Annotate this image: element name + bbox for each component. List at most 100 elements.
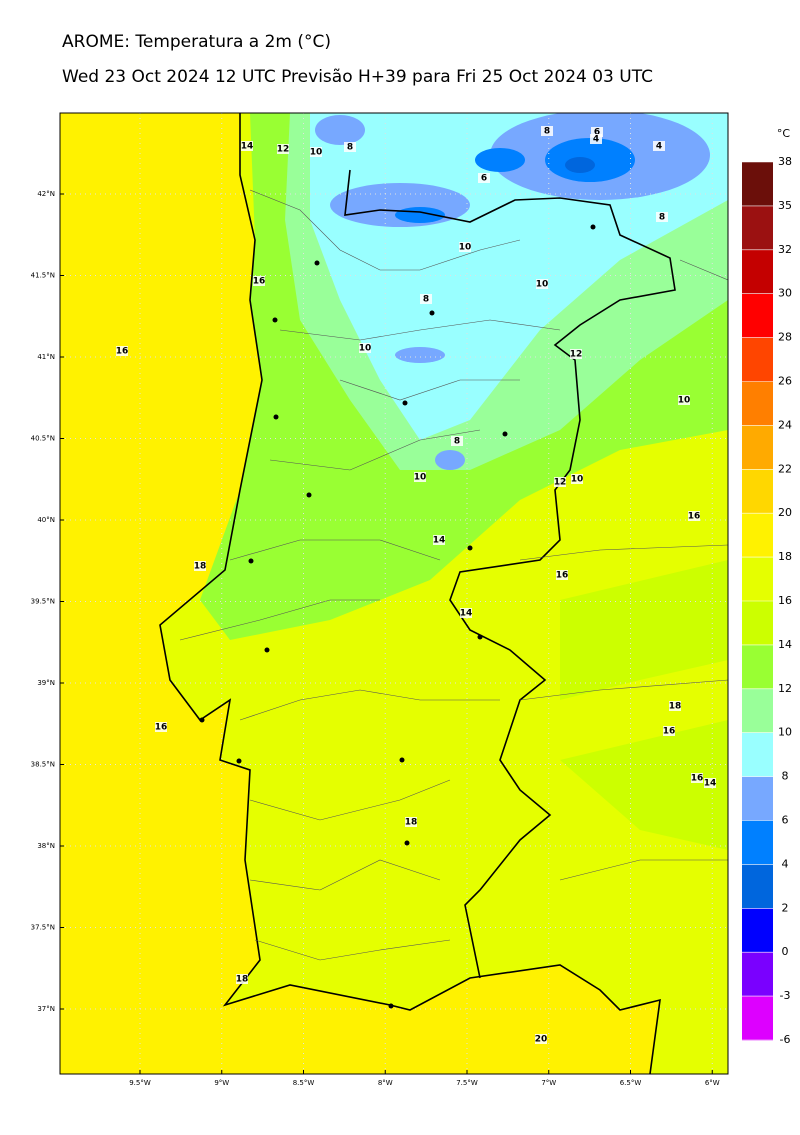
colorbar-label: 8 [782, 770, 789, 783]
contour-label-bg [414, 472, 426, 482]
contour-label-bg [344, 142, 356, 152]
contour-label-bg [669, 701, 681, 711]
lat-label: 41°N [37, 353, 55, 361]
colorbar-segment [742, 425, 773, 470]
colorbar-segment [742, 688, 773, 734]
contour-label-bg [405, 817, 417, 827]
contour-label-bg [451, 436, 463, 446]
contour-label: 12 [570, 350, 583, 360]
contour-label: 10 [459, 243, 472, 253]
contour-label: 16 [116, 347, 129, 357]
contour-label: 14 [704, 779, 717, 789]
colorbar-segment [742, 644, 773, 690]
colorbar-segment [742, 513, 773, 558]
contour-label: 6 [481, 174, 487, 184]
contour-label-bg [571, 474, 583, 484]
contour-label: 18 [194, 562, 207, 572]
map-frame [59, 112, 729, 1075]
colorbar-segment [742, 381, 773, 426]
contour-label-bg [556, 570, 568, 580]
lat-label: 39°N [37, 679, 55, 687]
colorbar-label: 24 [778, 418, 792, 431]
lon-label: 8°W [378, 1079, 393, 1087]
contour-label: 8 [423, 295, 429, 305]
contour-label-bg [691, 773, 703, 783]
contour-label: 10 [414, 473, 427, 483]
contour-label: 12 [277, 145, 290, 155]
axes: 42°N 41.5°N 41°N 40.5°N 40°N 39.5°N 39°N 38.5°N… [31, 190, 720, 1087]
contour-label-bg [688, 511, 700, 521]
contour-label: 14 [460, 609, 473, 619]
contour-label: 10 [536, 280, 549, 290]
contour-label: 10 [678, 396, 691, 406]
colorbar-segment [742, 337, 773, 382]
contour-label: 16 [253, 277, 266, 287]
lat-label: 41.5°N [31, 272, 55, 280]
lat-label: 40.5°N [31, 435, 55, 443]
lat-label: 38°N [37, 842, 55, 850]
colorbar-label: 35 [778, 199, 792, 212]
colorbar-segment [742, 293, 773, 339]
colorbar-segment [742, 864, 773, 909]
contour-label-bg [678, 395, 690, 405]
colorbar-label: 32 [778, 243, 792, 256]
contour-label: 12 [554, 478, 567, 488]
colorbar-label: 12 [778, 682, 792, 695]
contour-label-bg [554, 477, 566, 487]
colorbar-segment [742, 601, 773, 646]
colorbar-label: 18 [778, 550, 792, 563]
colorbar-segment [742, 952, 773, 997]
contour-label-bg [459, 242, 471, 252]
contour-label-bg [236, 974, 248, 984]
lat-label: 39.5°N [31, 598, 55, 606]
title: AROME: Temperatura a 2m (°C) [62, 32, 331, 52]
colorbar-label: -6 [780, 1033, 791, 1046]
colorbar-segment [742, 469, 773, 514]
contour-label: 8 [454, 437, 460, 447]
lat-label: 38.5°N [31, 761, 55, 769]
contour-label: 8 [544, 127, 550, 137]
colorbar-label: 26 [778, 375, 792, 388]
lon-label: 9.5°W [129, 1079, 151, 1087]
colorbar-label: 10 [778, 726, 792, 739]
contour-label: 4 [593, 135, 599, 145]
contour-label-bg [310, 147, 322, 157]
colorbar-segment [742, 820, 773, 865]
lat-label: 40°N [37, 516, 55, 524]
colorbar-label: 14 [778, 638, 792, 651]
colorbar-label: 38 [778, 155, 792, 168]
lon-label: 6°W [705, 1079, 720, 1087]
contour-label: 4 [656, 142, 662, 152]
lon-label: 9°W [214, 1079, 229, 1087]
contour-label: 10 [571, 475, 584, 485]
contour-label: 18 [669, 702, 682, 712]
contour-label: 16 [556, 571, 569, 581]
lat-label: 37.5°N [31, 924, 55, 932]
lon-label: 6.5°W [620, 1079, 642, 1087]
contour-label-bg [535, 1034, 547, 1044]
colorbar-label: 2 [782, 901, 789, 914]
contour-label: 14 [433, 536, 446, 546]
contour-label-bg [663, 726, 675, 736]
coastline [159, 113, 661, 1074]
contour-label-bg [656, 212, 668, 222]
contour-label-bg [591, 127, 603, 137]
contour-label-bg [460, 608, 472, 618]
subtitle: Wed 23 Oct 2024 12 UTC Previsão H+39 par… [62, 67, 653, 87]
contour-label: 18 [405, 818, 418, 828]
contour-label-bg [155, 722, 167, 732]
contour-label: 8 [659, 213, 665, 223]
lat-label: 37°N [37, 1005, 55, 1013]
lon-label: 7°W [541, 1079, 556, 1087]
colorbar-segment [742, 557, 773, 602]
contour-label: 16 [155, 723, 168, 733]
contour-label: 16 [691, 774, 704, 784]
contour-label-bg [277, 144, 289, 154]
colorbar-segment [742, 732, 773, 778]
contour-label: 10 [310, 148, 323, 158]
colorbar-label: -3 [780, 989, 791, 1002]
contour-label-bg [433, 535, 445, 545]
contour-label: 14 [241, 142, 254, 152]
